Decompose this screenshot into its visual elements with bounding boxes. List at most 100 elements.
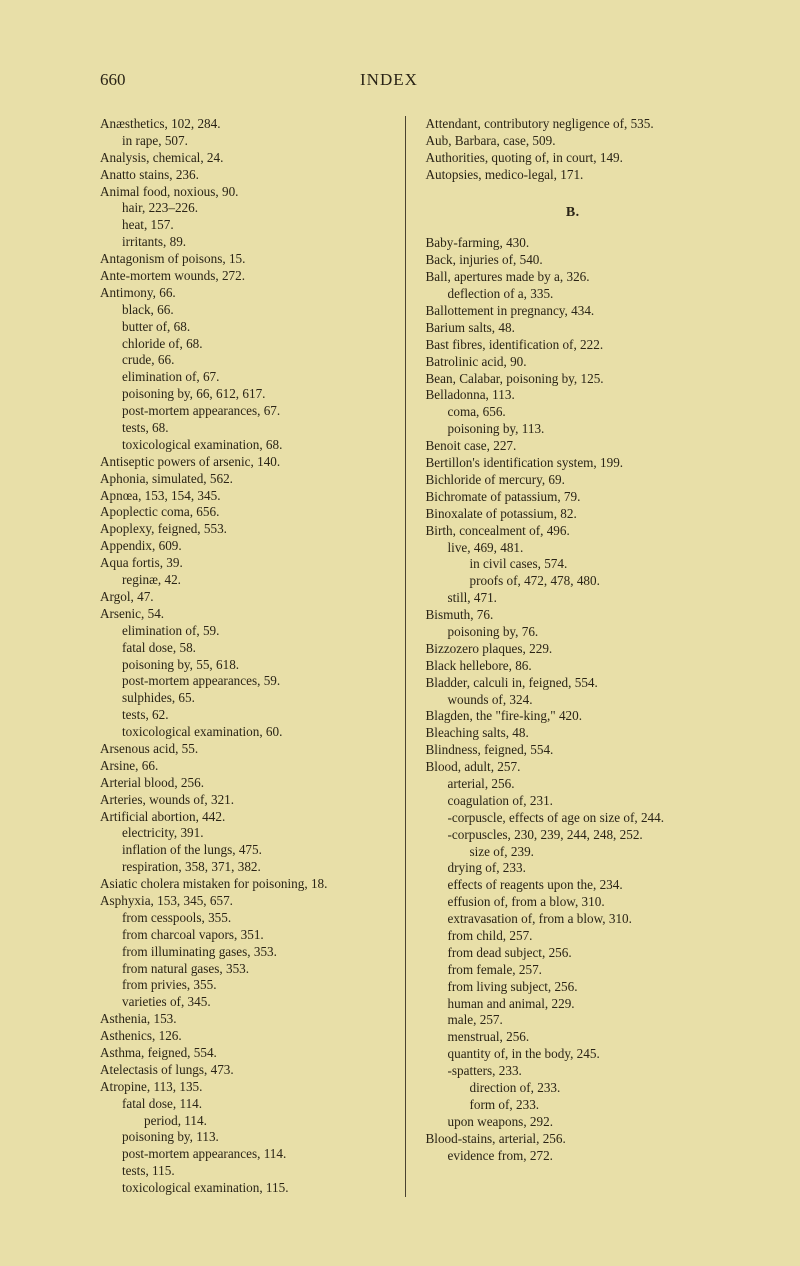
index-entry: Arteries, wounds of, 321. [100, 792, 395, 809]
index-entry: tests, 115. [100, 1163, 395, 1180]
index-entry: Attendant, contributory negligence of, 5… [426, 116, 721, 133]
index-entry: Arsenic, 54. [100, 606, 395, 623]
index-entry: toxicological examination, 60. [100, 724, 395, 741]
index-entry: Black hellebore, 86. [426, 658, 721, 675]
index-entry: Bladder, calculi in, feigned, 554. [426, 675, 721, 692]
page-number: 660 [100, 70, 190, 90]
index-entry: Anæsthetics, 102, 284. [100, 116, 395, 133]
index-entry: from living subject, 256. [426, 979, 721, 996]
index-entry: from charcoal vapors, 351. [100, 927, 395, 944]
index-entry: poisoning by, 113. [100, 1129, 395, 1146]
index-entry: Apnœa, 153, 154, 345. [100, 488, 395, 505]
index-entry: Blood-stains, arterial, 256. [426, 1131, 721, 1148]
index-entry: fatal dose, 58. [100, 640, 395, 657]
index-entry: Arsenous acid, 55. [100, 741, 395, 758]
index-entry: Baby-farming, 430. [426, 235, 721, 252]
index-entry: poisoning by, 76. [426, 624, 721, 641]
index-entry: Bleaching salts, 48. [426, 725, 721, 742]
index-entry: Ante-mortem wounds, 272. [100, 268, 395, 285]
index-entry: Ball, apertures made by a, 326. [426, 269, 721, 286]
index-entry: black, 66. [100, 302, 395, 319]
index-entry: toxicological examination, 68. [100, 437, 395, 454]
index-entry: still, 471. [426, 590, 721, 607]
index-entry: tests, 68. [100, 420, 395, 437]
index-entry: irritants, 89. [100, 234, 395, 251]
index-entry: Authorities, quoting of, in court, 149. [426, 150, 721, 167]
index-entry: coagulation of, 231. [426, 793, 721, 810]
index-entry: Asthma, feigned, 554. [100, 1045, 395, 1062]
index-entry: form of, 233. [426, 1097, 721, 1114]
index-entry: Bizzozero plaques, 229. [426, 641, 721, 658]
index-entry: hair, 223–226. [100, 200, 395, 217]
index-entry: Atropine, 113, 135. [100, 1079, 395, 1096]
index-entry: electricity, 391. [100, 825, 395, 842]
index-entry: human and animal, 229. [426, 996, 721, 1013]
index-entry: post-mortem appearances, 114. [100, 1146, 395, 1163]
section-heading: B. [426, 204, 721, 222]
index-entry: elimination of, 59. [100, 623, 395, 640]
index-entry: Blindness, feigned, 554. [426, 742, 721, 759]
index-entry: Blood, adult, 257. [426, 759, 721, 776]
index-entry: Asthenics, 126. [100, 1028, 395, 1045]
index-entry: Bean, Calabar, poisoning by, 125. [426, 371, 721, 388]
index-entry: wounds of, 324. [426, 692, 721, 709]
index-entry: Bichromate of patassium, 79. [426, 489, 721, 506]
index-entry: Autopsies, medico-legal, 171. [426, 167, 721, 184]
index-entry: elimination of, 67. [100, 369, 395, 386]
index-entry: -spatters, 233. [426, 1063, 721, 1080]
page-title: INDEX [360, 70, 418, 90]
index-entry: period, 114. [100, 1113, 395, 1130]
index-entry: Aqua fortis, 39. [100, 555, 395, 572]
index-entry: Aub, Barbara, case, 509. [426, 133, 721, 150]
index-entry: Argol, 47. [100, 589, 395, 606]
index-entry: Bismuth, 76. [426, 607, 721, 624]
index-entry: toxicological examination, 115. [100, 1180, 395, 1197]
index-entry: Asiatic cholera mistaken for poisoning, … [100, 876, 395, 893]
index-entry: Apoplectic coma, 656. [100, 504, 395, 521]
right-column: Attendant, contributory negligence of, 5… [422, 116, 721, 1197]
index-page: 660 INDEX Anæsthetics, 102, 284.in rape,… [0, 0, 800, 1266]
index-entry: fatal dose, 114. [100, 1096, 395, 1113]
index-entry: Aphonia, simulated, 562. [100, 471, 395, 488]
index-entry: Back, injuries of, 540. [426, 252, 721, 269]
index-entry: effects of reagents upon the, 234. [426, 877, 721, 894]
index-entry: Artificial abortion, 442. [100, 809, 395, 826]
page-header: 660 INDEX [100, 70, 720, 90]
index-entry: Animal food, noxious, 90. [100, 184, 395, 201]
index-entry: in rape, 507. [100, 133, 395, 150]
index-entry: chloride of, 68. [100, 336, 395, 353]
index-entry: reginæ, 42. [100, 572, 395, 589]
index-entry: drying of, 233. [426, 860, 721, 877]
index-entry: Binoxalate of potassium, 82. [426, 506, 721, 523]
index-entry: from illuminating gases, 353. [100, 944, 395, 961]
index-entry: Barium salts, 48. [426, 320, 721, 337]
index-entry: from cesspools, 355. [100, 910, 395, 927]
index-entry: crude, 66. [100, 352, 395, 369]
index-entry: male, 257. [426, 1012, 721, 1029]
index-entry: size of, 239. [426, 844, 721, 861]
index-entry: arterial, 256. [426, 776, 721, 793]
index-entry: in civil cases, 574. [426, 556, 721, 573]
index-entry: from child, 257. [426, 928, 721, 945]
index-entry: poisoning by, 113. [426, 421, 721, 438]
index-entry: deflection of a, 335. [426, 286, 721, 303]
index-entry: Antagonism of poisons, 15. [100, 251, 395, 268]
index-entry: respiration, 358, 371, 382. [100, 859, 395, 876]
index-entry: butter of, 68. [100, 319, 395, 336]
index-entry: from natural gases, 353. [100, 961, 395, 978]
index-entry: Bichloride of mercury, 69. [426, 472, 721, 489]
index-entry: Bertillon's identification system, 199. [426, 455, 721, 472]
index-entry: post-mortem appearances, 67. [100, 403, 395, 420]
index-entry: Antiseptic powers of arsenic, 140. [100, 454, 395, 471]
index-entry: direction of, 233. [426, 1080, 721, 1097]
index-entry: from privies, 355. [100, 977, 395, 994]
index-entry: effusion of, from a blow, 310. [426, 894, 721, 911]
index-entry: Arterial blood, 256. [100, 775, 395, 792]
index-entry: Atelectasis of lungs, 473. [100, 1062, 395, 1079]
index-entry: menstrual, 256. [426, 1029, 721, 1046]
index-entry: tests, 62. [100, 707, 395, 724]
index-entry: evidence from, 272. [426, 1148, 721, 1165]
index-columns: Anæsthetics, 102, 284.in rape, 507.Analy… [100, 116, 720, 1197]
index-entry: Ballottement in pregnancy, 434. [426, 303, 721, 320]
index-entry: Arsine, 66. [100, 758, 395, 775]
